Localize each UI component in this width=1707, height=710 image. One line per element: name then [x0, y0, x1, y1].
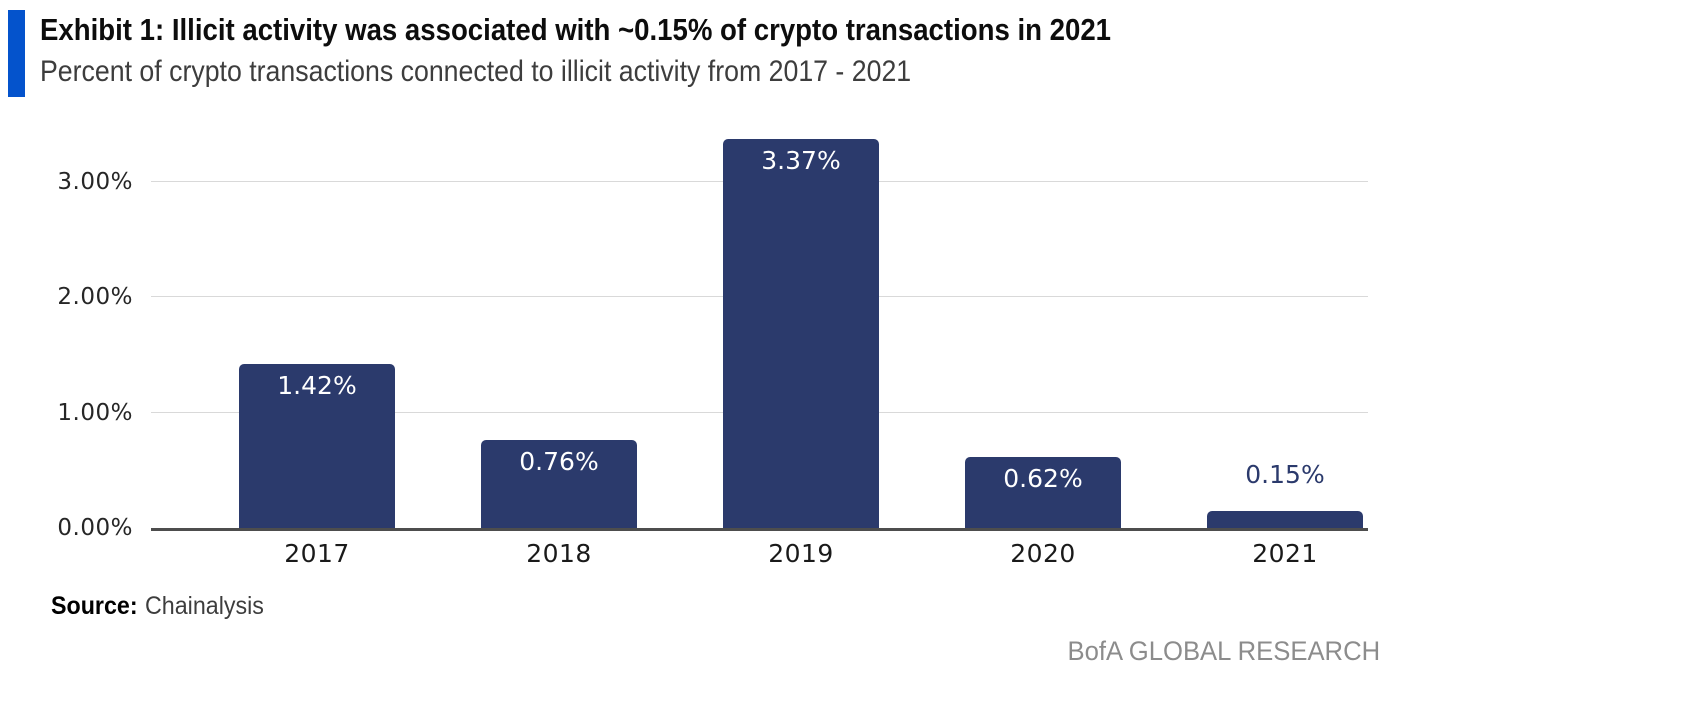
bar-value-label: 0.15%: [1245, 459, 1325, 489]
x-axis-tick-label: 2019: [768, 539, 834, 568]
bar-2018: 0.76%: [481, 440, 637, 528]
bar-2017: 1.42%: [239, 364, 395, 528]
y-axis-tick-label: 0.00%: [57, 515, 133, 541]
bar-chart-plot-area: 0.00% 1.00% 2.00% 3.00% 1.42% 2017 0.76% 2018 3.…: [57, 118, 1368, 566]
source-value: Chainalysis: [145, 592, 264, 620]
y-axis-tick-label: 1.00%: [57, 399, 133, 426]
bar-2019: 3.37%: [723, 139, 879, 528]
bar-value-label: 0.76%: [519, 447, 599, 477]
exhibit-title: Exhibit 1: Illicit activity was associat…: [40, 12, 1112, 47]
exhibit-header: Exhibit 1: Illicit activity was associat…: [40, 11, 1243, 90]
y-axis-tick-label: 3.00%: [57, 169, 133, 196]
x-axis-tick-label: 2020: [1010, 539, 1076, 568]
source-label: Source:: [51, 592, 138, 620]
x-axis-tick-label: 2021: [1252, 539, 1318, 568]
bar-value-label: 0.62%: [1003, 463, 1083, 493]
x-axis-tick-label: 2017: [284, 539, 350, 568]
source-line: Source: Chainalysis: [51, 592, 264, 620]
bar-value-label: 3.37%: [761, 146, 841, 176]
exhibit-accent-bar: [8, 10, 25, 97]
branding-text: BofA GLOBAL RESEARCH: [1067, 636, 1380, 666]
bar-2020: 0.62%: [965, 456, 1121, 528]
x-axis-tick-label: 2018: [526, 539, 592, 568]
y-axis-tick-label: 2.00%: [57, 284, 133, 311]
bar-value-label: 1.42%: [277, 371, 357, 401]
bar-2021: [1207, 510, 1363, 528]
exhibit-subtitle: Percent of crypto transactions connected…: [40, 55, 912, 88]
